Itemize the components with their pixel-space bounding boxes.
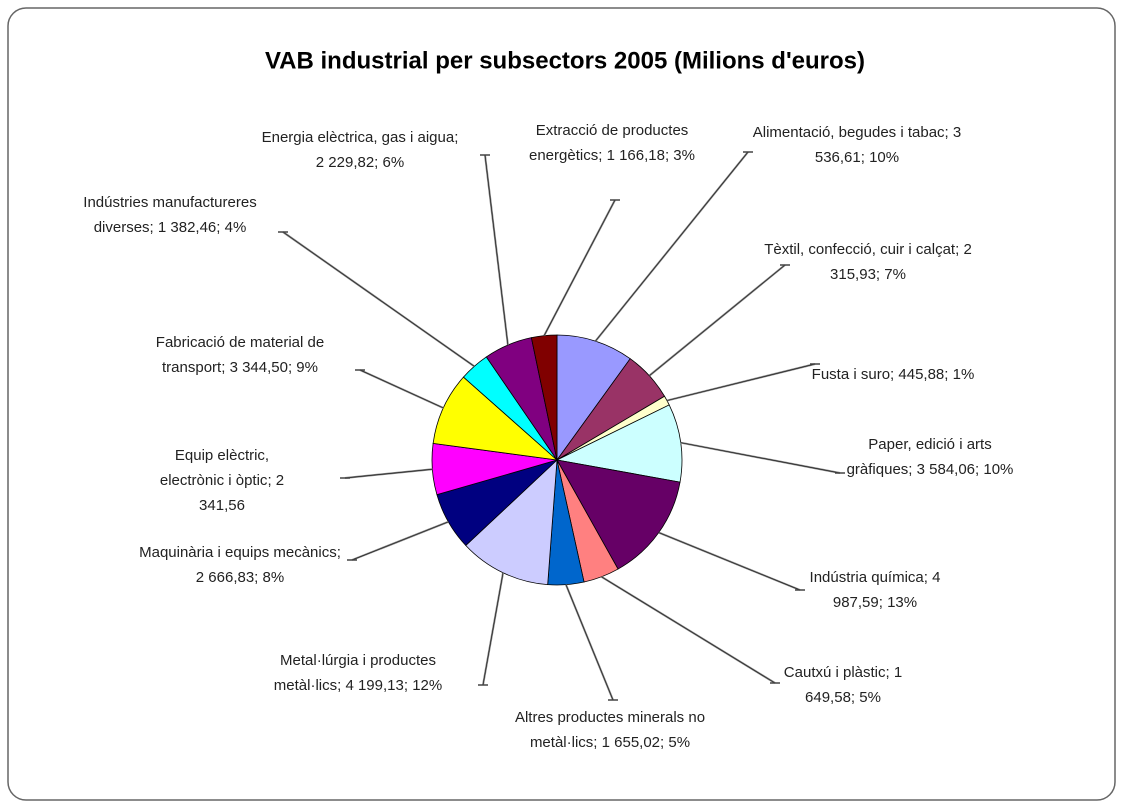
slice-label: Metal·lúrgia i productes metàl·lics4 199… (253, 648, 463, 698)
category-name: Indústria química (809, 569, 924, 586)
percent-label: 1% (944, 366, 974, 383)
percent-label: 10% (975, 461, 1013, 478)
pie-slice (556, 334, 631, 462)
leader-line (601, 576, 776, 684)
slice-label: Tèxtil, confecció, cuir i calçat2 315,93… (758, 237, 978, 287)
percent-label: 3% (665, 147, 695, 164)
value-label: 3 344,50 (221, 359, 288, 376)
leader-line (595, 151, 749, 342)
category-name: Alimentació, begudes i tabac (752, 124, 945, 141)
category-name: Tèxtil, confecció, cuir i calçat (764, 241, 956, 258)
category-name: Maquinària i equips mecànics (139, 544, 337, 561)
slice-label: Indústries manufactureres diverses1 382,… (80, 190, 260, 240)
percent-label: 10% (861, 149, 899, 166)
percent-label: 12% (404, 677, 442, 694)
leader-line (482, 572, 504, 686)
leader-line (282, 231, 475, 367)
leader-line (680, 442, 841, 474)
value-label: 1 655,02 (593, 734, 660, 751)
slice-label: Extracció de productes energètics1 166,1… (502, 118, 722, 168)
leader-line (344, 468, 433, 479)
category-name: Altres productes minerals no metàl·lics (514, 709, 706, 751)
pie-slice (465, 459, 558, 586)
slice-label: Equip elèctric, electrònic i òptic2 341,… (142, 443, 302, 518)
percent-label: 6% (374, 154, 404, 171)
leader-line (359, 369, 444, 409)
category-name: Indústries manufactureres diverses (83, 194, 257, 236)
slice-label: Indústria química4 987,5913% (785, 565, 965, 615)
value-label: 4 199,13 (337, 677, 404, 694)
percent-label: 4% (216, 219, 246, 236)
category-name: Extracció de productes energètics (529, 122, 689, 164)
chart-title: VAB industrial per subsectors 2005 (Mili… (265, 47, 865, 74)
leader-line (666, 363, 816, 401)
category-name: Fabricació de material de transport (155, 334, 325, 376)
slice-label: Paper, edició i arts gràfiques3 584,0610… (840, 432, 1020, 482)
leader-line (565, 584, 614, 701)
slice-label: Maquinària i equips mecànics2 666,838% (135, 540, 345, 590)
leader-line (351, 521, 449, 561)
leader-line (649, 264, 786, 376)
percent-label: 5% (851, 689, 881, 706)
pie-slice (555, 404, 683, 483)
category-name: Metal·lúrgia i productes metàl·lics (273, 652, 436, 694)
category-name: Fusta i suro (811, 366, 891, 383)
percent-label: 13% (879, 594, 917, 611)
percent-label: 7% (876, 266, 906, 283)
slice-label: Cautxú i plàstic1 649,585% (763, 660, 923, 710)
leader-line (658, 532, 801, 591)
value-label: 445,88 (890, 366, 944, 383)
slice-label: Alimentació, begudes i tabac3 536,6110% (742, 120, 972, 170)
category-name: Cautxú i plàstic (783, 664, 886, 681)
value-label: 1 382,46 (150, 219, 217, 236)
category-name: Energia elèctrica, gas i aigua (261, 129, 455, 146)
slice-label: Energia elèctrica, gas i aigua2 229,826% (260, 125, 460, 175)
leader-line (484, 154, 509, 346)
slice-label: Fusta i suro445,881% (793, 362, 993, 387)
leader-line (543, 199, 616, 336)
value-label: 3 584,06 (908, 461, 975, 478)
slice-label: Fabricació de material de transport3 344… (150, 330, 330, 380)
percent-label: 5% (660, 734, 690, 751)
slice-label: Altres productes minerals no metàl·lics1… (510, 705, 710, 755)
percent-label: 8% (254, 569, 284, 586)
category-name: Paper, edició i arts gràfiques (846, 436, 992, 478)
percent-label: 9% (288, 359, 318, 376)
value-label: 1 166,18 (598, 147, 665, 164)
category-name: Equip elèctric, electrònic i òptic (159, 447, 270, 489)
